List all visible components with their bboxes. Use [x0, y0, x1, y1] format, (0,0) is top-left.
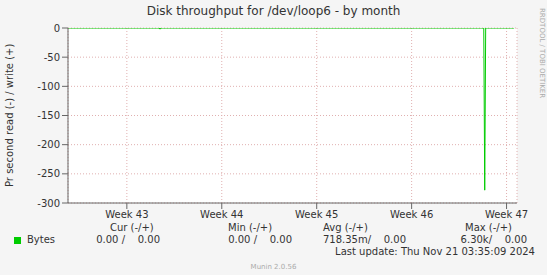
svg-text:Week 45: Week 45: [295, 209, 338, 220]
html-text:Munin 2.0.56: Munin 2.0.56: [250, 263, 297, 271]
html-text:Pr second read (-) / write (+): Pr second read (-) / write (+): [4, 43, 15, 188]
html-text:Cur (-/+): Cur (-/+): [110, 222, 154, 233]
svg-text:Week 46: Week 46: [390, 209, 433, 220]
html-text:Disk throughput for /dev/loop6: Disk throughput for /dev/loop6 - by mont…: [146, 4, 401, 18]
html-text:Min (-/+): Min (-/+): [228, 222, 273, 233]
svg-text:Week 44: Week 44: [200, 209, 243, 220]
svg-text:-100: -100: [37, 81, 60, 92]
svg-text:-300: -300: [37, 198, 60, 209]
svg-text:Week 47: Week 47: [485, 209, 528, 220]
html-text:RRDTOOL / TOBI OETIKER: RRDTOOL / TOBI OETIKER: [538, 8, 546, 99]
svg-text:-50: -50: [44, 52, 60, 63]
html-text:718.35m/ 0.00: 718.35m/ 0.00: [322, 234, 406, 245]
html-text:Bytes: Bytes: [27, 234, 56, 245]
html-text:Last update: Thu Nov 21 03:35:: Last update: Thu Nov 21 03:35:09 2024: [335, 246, 535, 257]
svg-text:-150: -150: [37, 110, 60, 121]
svg-text:-250: -250: [37, 168, 60, 179]
html-text:0.00 / 0.00: 0.00 / 0.00: [96, 234, 160, 245]
html-text:0.00 / 0.00: 0.00 / 0.00: [228, 234, 292, 245]
svg-text:-200: -200: [37, 139, 60, 150]
svg-text:0: 0: [54, 23, 60, 34]
svg-text:Week 43: Week 43: [105, 209, 148, 220]
html-text:Max (-/+): Max (-/+): [465, 222, 512, 233]
html-text:6.30k/ 0.00: 6.30k/ 0.00: [460, 234, 527, 245]
html-text:Avg (-/+): Avg (-/+): [323, 222, 368, 233]
